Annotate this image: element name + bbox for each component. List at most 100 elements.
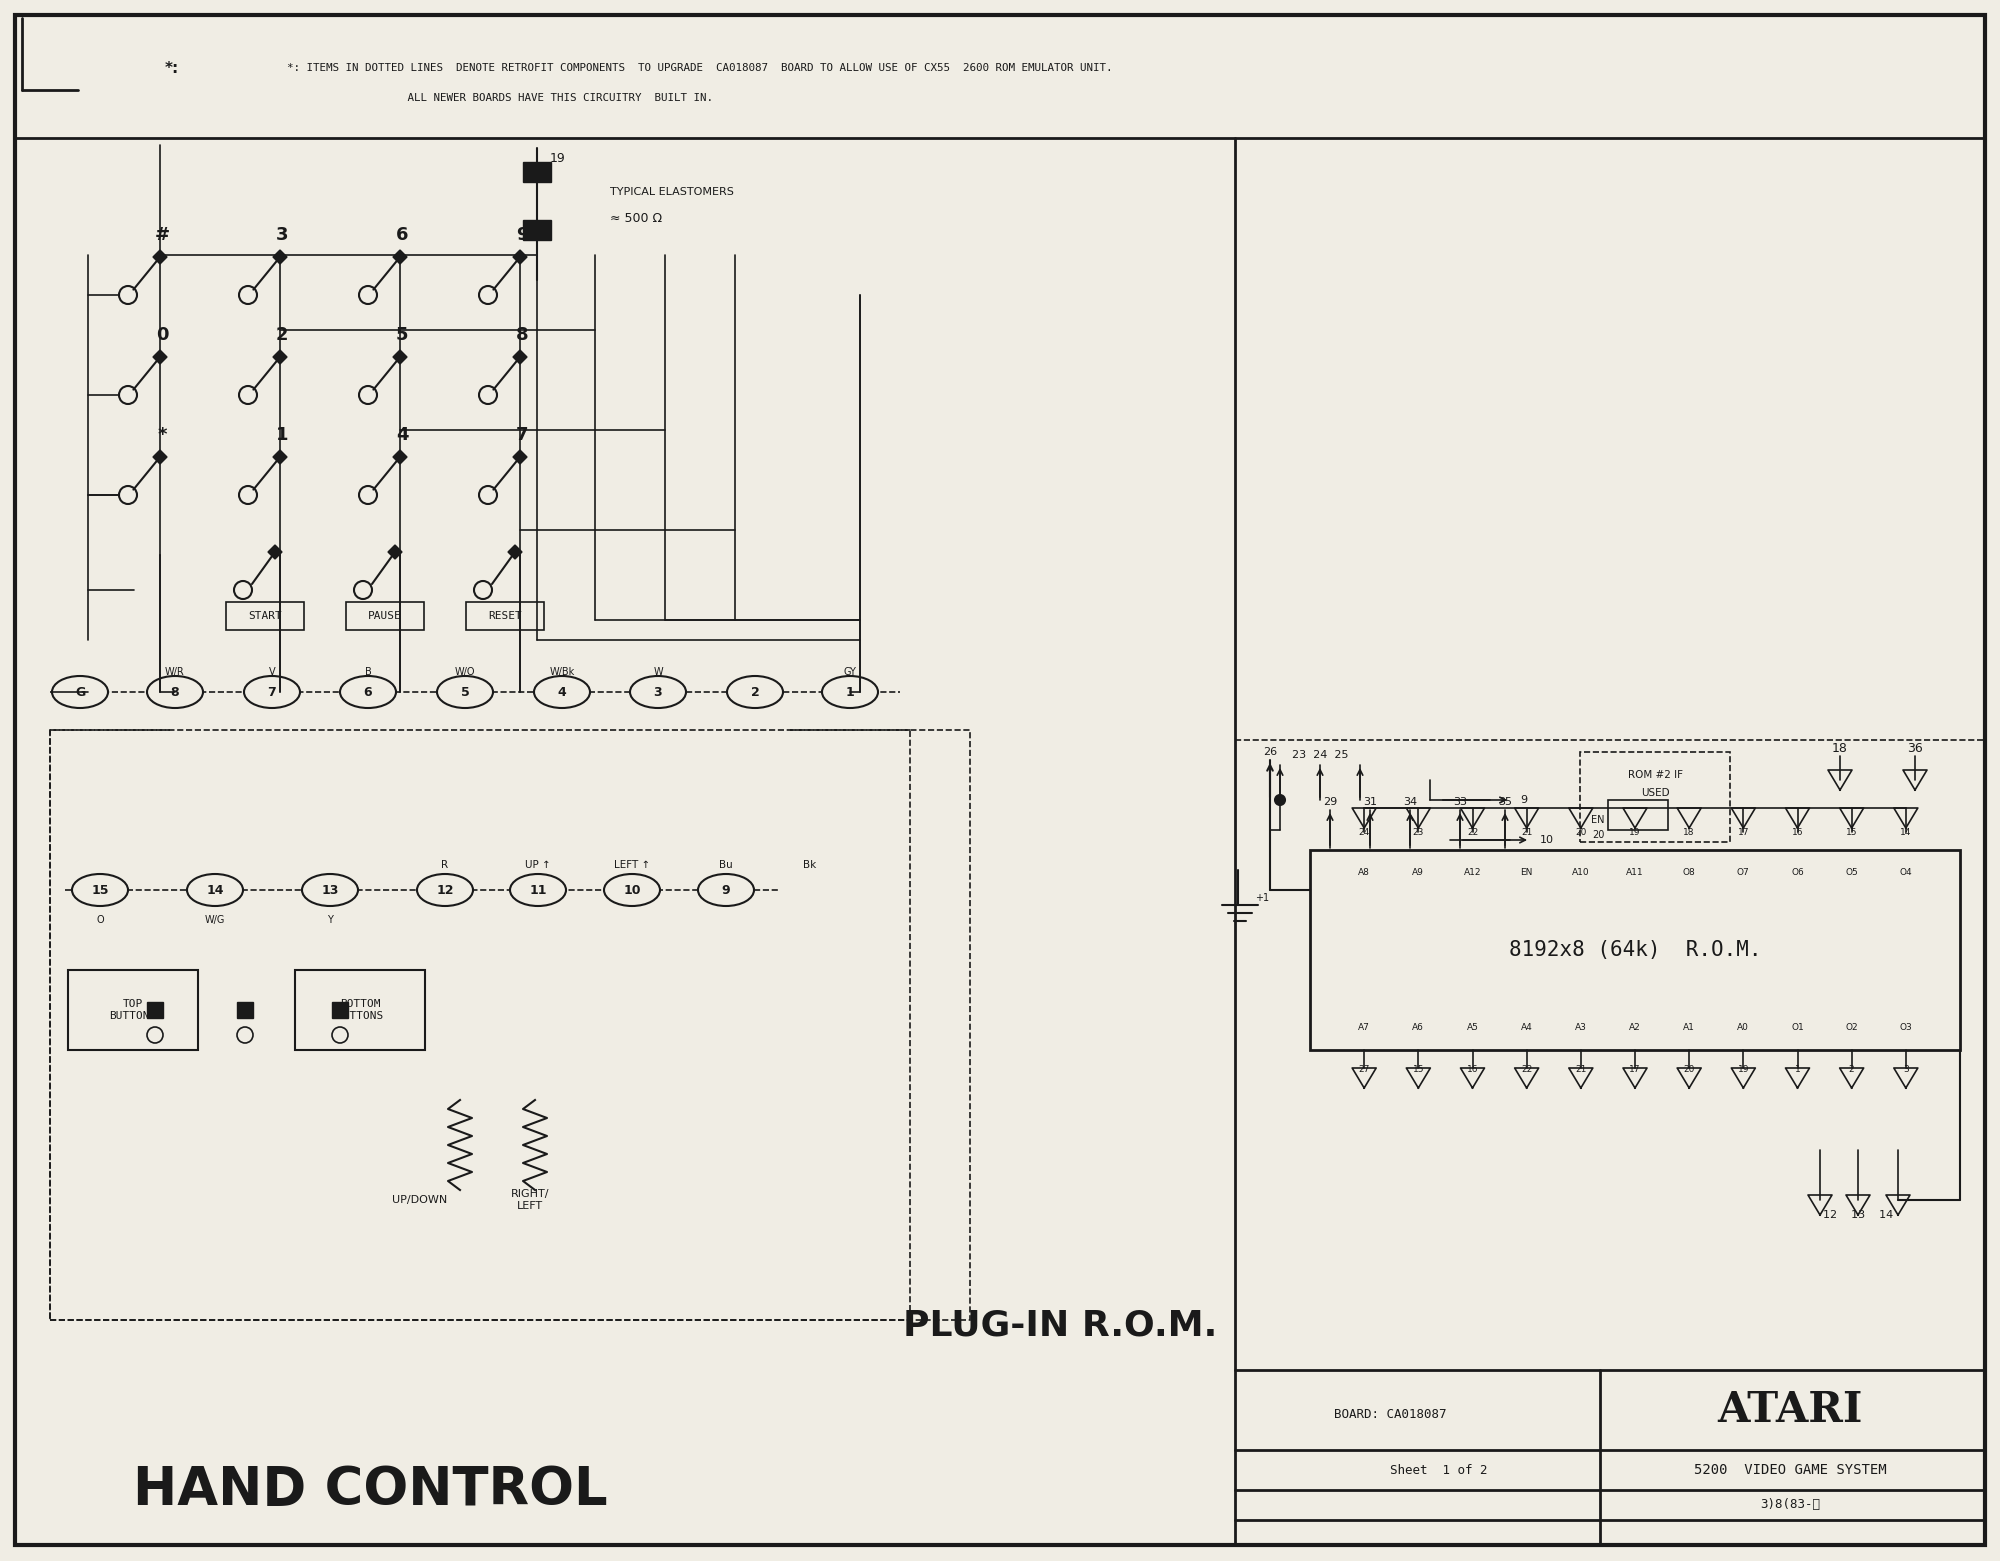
Text: Sheet  1 of 2: Sheet 1 of 2 [1390, 1464, 1488, 1477]
Polygon shape [512, 450, 528, 464]
Polygon shape [512, 250, 528, 264]
Circle shape [120, 286, 136, 304]
Text: O8: O8 [1682, 868, 1696, 876]
Polygon shape [272, 350, 288, 364]
Text: TYPICAL ELASTOMERS: TYPICAL ELASTOMERS [610, 187, 734, 197]
Text: 11: 11 [530, 884, 546, 896]
Text: 27: 27 [1358, 1066, 1370, 1074]
Text: 17: 17 [1630, 1066, 1640, 1074]
Circle shape [360, 286, 376, 304]
Text: 19: 19 [550, 151, 566, 164]
Text: 5: 5 [460, 685, 470, 698]
Polygon shape [508, 545, 522, 559]
Circle shape [238, 1027, 252, 1043]
Circle shape [474, 581, 492, 599]
Text: 23  24  25: 23 24 25 [1292, 749, 1348, 760]
Text: 22: 22 [1522, 1066, 1532, 1074]
Text: 31: 31 [1364, 798, 1376, 807]
Bar [226, 603, 304, 631]
Text: 9: 9 [516, 226, 528, 244]
Bar [346, 603, 424, 631]
Text: A12: A12 [1464, 868, 1482, 876]
Ellipse shape [534, 676, 590, 709]
Text: 16: 16 [1466, 1066, 1478, 1074]
Text: 7: 7 [516, 426, 528, 443]
Text: 20: 20 [532, 225, 548, 236]
Ellipse shape [302, 874, 358, 905]
Text: A2: A2 [1630, 1024, 1640, 1032]
Text: 14: 14 [206, 884, 224, 896]
Polygon shape [272, 250, 288, 264]
Ellipse shape [340, 676, 396, 709]
Circle shape [332, 1027, 348, 1043]
Polygon shape [392, 350, 408, 364]
Text: G: G [74, 685, 86, 698]
Ellipse shape [52, 676, 108, 709]
Text: V: V [268, 667, 276, 677]
Text: 20: 20 [1592, 830, 1604, 840]
Text: 17: 17 [1738, 827, 1750, 837]
Text: BOTTOM
BUTTONS: BOTTOM BUTTONS [336, 999, 384, 1021]
Circle shape [1276, 795, 1284, 805]
Ellipse shape [510, 874, 566, 905]
Text: A9: A9 [1412, 868, 1424, 876]
Circle shape [360, 386, 376, 404]
Text: 12: 12 [436, 884, 454, 896]
Polygon shape [268, 545, 282, 559]
Text: 15: 15 [1846, 827, 1858, 837]
Text: 3: 3 [1902, 1066, 1908, 1074]
Text: 26: 26 [1262, 748, 1278, 757]
Circle shape [480, 286, 496, 304]
Bar [50, 731, 970, 1321]
Text: 10: 10 [1540, 835, 1554, 845]
Text: 3)8(83-ℓ: 3)8(83-ℓ [1760, 1499, 1820, 1511]
Text: *: ITEMS IN DOTTED LINES  DENOTE RETROFIT COMPONENTS  TO UPGRADE  CA018087  BOAR: *: ITEMS IN DOTTED LINES DENOTE RETROFIT… [288, 62, 1112, 73]
Text: 6: 6 [396, 226, 408, 244]
Circle shape [480, 386, 496, 404]
Text: 16: 16 [1792, 827, 1804, 837]
Text: RESET: RESET [488, 610, 522, 621]
Bar [1310, 851, 1960, 1051]
Text: 19: 19 [1738, 1066, 1750, 1074]
Text: 6: 6 [364, 685, 372, 698]
Polygon shape [392, 250, 408, 264]
Text: A7: A7 [1358, 1024, 1370, 1032]
Text: 9: 9 [1520, 795, 1528, 805]
Text: 5: 5 [396, 326, 408, 343]
Text: 12    13    14: 12 13 14 [1822, 1210, 1894, 1221]
Text: 2: 2 [276, 326, 288, 343]
Text: 8: 8 [170, 685, 180, 698]
Ellipse shape [604, 874, 660, 905]
Text: 33: 33 [1452, 798, 1468, 807]
Text: A4: A4 [1520, 1024, 1532, 1032]
Text: A5: A5 [1466, 1024, 1478, 1032]
Circle shape [148, 1027, 164, 1043]
Circle shape [354, 581, 372, 599]
Text: O3: O3 [1900, 1024, 1912, 1032]
Text: 22: 22 [1466, 827, 1478, 837]
Circle shape [360, 485, 376, 504]
Polygon shape [152, 250, 168, 264]
Text: W/G: W/G [204, 915, 226, 926]
Ellipse shape [72, 874, 128, 905]
Text: 19: 19 [1630, 827, 1640, 837]
Text: 5200  VIDEO GAME SYSTEM: 5200 VIDEO GAME SYSTEM [1694, 1463, 1886, 1477]
Ellipse shape [822, 676, 878, 709]
Text: B: B [364, 667, 372, 677]
Polygon shape [512, 350, 528, 364]
Text: 8192x8 (64k)  R.O.M.: 8192x8 (64k) R.O.M. [1508, 940, 1762, 960]
Bar [524, 220, 552, 240]
Ellipse shape [436, 676, 492, 709]
Text: W/O: W/O [454, 667, 476, 677]
Ellipse shape [728, 676, 784, 709]
Ellipse shape [416, 874, 474, 905]
Text: UP/DOWN: UP/DOWN [392, 1196, 448, 1205]
Polygon shape [392, 450, 408, 464]
Text: USED: USED [1640, 788, 1670, 798]
Text: O5: O5 [1846, 868, 1858, 876]
Ellipse shape [244, 676, 300, 709]
Text: A3: A3 [1574, 1024, 1586, 1032]
Text: GY: GY [844, 667, 856, 677]
Text: 7: 7 [268, 685, 276, 698]
Text: 36: 36 [1908, 741, 1922, 754]
